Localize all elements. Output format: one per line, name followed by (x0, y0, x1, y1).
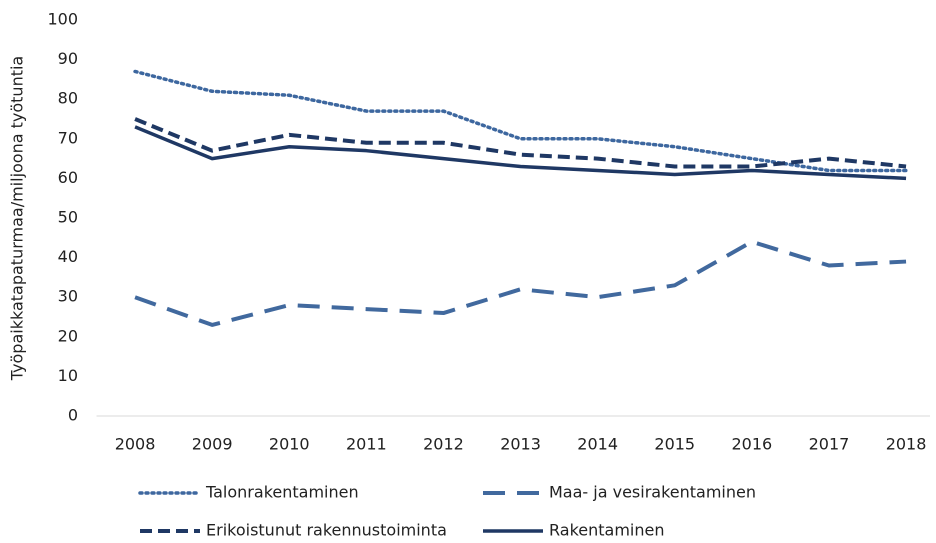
y-tick-label: 80 (58, 89, 78, 108)
y-tick-label: 20 (58, 326, 78, 345)
x-tick-label: 2008 (115, 435, 156, 454)
y-axis-label: Työpaikkatapaturmaa/miljoona työtuntia (8, 56, 27, 381)
x-tick-label: 2014 (577, 435, 618, 454)
x-tick-label: 2016 (731, 435, 772, 454)
y-tick-label: 60 (58, 168, 78, 187)
x-tick-label: 2012 (423, 435, 464, 454)
y-tick-label: 0 (68, 406, 78, 425)
x-tick-label: 2009 (192, 435, 233, 454)
y-tick-label: 50 (58, 208, 78, 227)
x-tick-label: 2010 (269, 435, 310, 454)
legend-label: Talonrakentaminen (205, 483, 359, 502)
x-tick-label: 2011 (346, 435, 387, 454)
x-tick-label: 2015 (654, 435, 695, 454)
y-tick-label: 10 (58, 366, 78, 385)
line-series (134, 117, 907, 169)
x-tick-label: 2017 (809, 435, 850, 454)
line-series (134, 125, 907, 181)
legend-label: Rakentaminen (549, 521, 664, 540)
x-tick-label: 2013 (500, 435, 541, 454)
x-tick-label: 2018 (886, 435, 927, 454)
y-tick-label: 30 (58, 287, 78, 306)
y-tick-label: 40 (58, 247, 78, 266)
line-series (133, 69, 908, 173)
y-tick-label: 70 (58, 128, 78, 147)
legend-label: Maa- ja vesirakentaminen (549, 483, 756, 502)
line-series (134, 239, 907, 327)
legend-label: Erikoistunut rakennustoiminta (206, 521, 447, 540)
y-tick-label: 90 (58, 49, 78, 68)
y-tick-label: 100 (47, 10, 78, 29)
